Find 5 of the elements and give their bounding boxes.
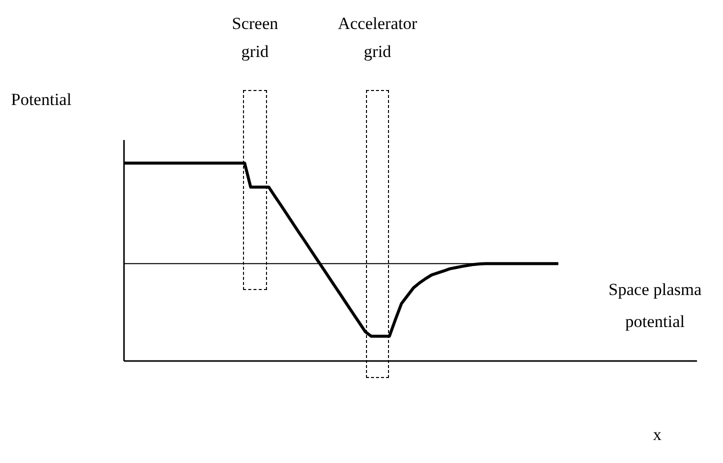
text: Accelerator grid (336, 13, 418, 63)
ref-line-label: Space plasma potential (608, 278, 703, 333)
y-axis-title: Potential (11, 90, 72, 110)
x-axis-title: x (653, 425, 662, 445)
text: Screen grid (230, 13, 280, 63)
